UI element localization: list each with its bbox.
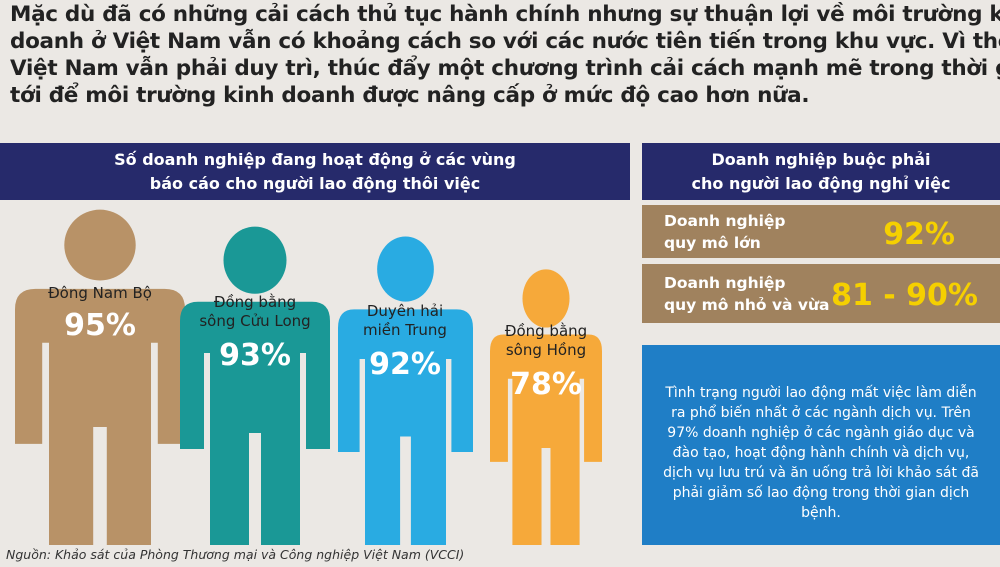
headline: tới để môi trường kinh doanh được nâng c… — [10, 83, 810, 108]
figure-label: Duyên hải — [366, 302, 444, 320]
stat-row: Doanh nghiệp quy mô nhỏ và vừa 81 - 90% — [642, 264, 1000, 323]
headline: doanh ở Việt Nam vẫn có khoảng cách so v… — [10, 29, 1000, 54]
header-line: Doanh nghiệp buộc phải — [711, 150, 931, 169]
person-figure — [338, 237, 473, 545]
row-label: Doanh nghiệp — [664, 274, 786, 292]
header-line: cho người lao động nghỉ việc — [691, 174, 951, 193]
figure-label: sông Hồng — [505, 341, 587, 359]
header-line: báo cáo cho người lao động thôi việc — [149, 174, 481, 193]
figure-label: sông Cửu Long — [199, 312, 311, 330]
figure-value: 78% — [510, 367, 582, 402]
header-line: Số doanh nghiệp đang hoạt động ở các vùn… — [114, 150, 516, 169]
row-label: Doanh nghiệp — [664, 212, 786, 230]
headline: Mặc dù đã có những cải cách thủ tục hành… — [10, 2, 1000, 27]
section-header: Doanh nghiệp buộc phải cho người lao độn… — [642, 143, 1000, 200]
person-figure — [15, 210, 185, 545]
note-box: Tình trạng người lao động mất việc làm d… — [642, 345, 1000, 545]
row-value: 81 - 90% — [831, 278, 978, 313]
row-label: quy mô lớn — [664, 234, 761, 252]
figure-label: miền Trung — [363, 321, 447, 339]
figure-label: Đồng bằng — [504, 322, 588, 340]
row-label: quy mô nhỏ và vừa — [664, 296, 830, 314]
figure-value: 92% — [369, 347, 441, 382]
figure-label: Đồng bằng — [213, 293, 297, 311]
figure-value: 95% — [64, 308, 136, 343]
source: Nguồn: Khảo sát của Phòng Thương mại và … — [6, 547, 465, 562]
headline: Việt Nam vẫn phải duy trì, thúc đẩy một … — [10, 56, 1000, 81]
section-header: Số doanh nghiệp đang hoạt động ở các vùn… — [0, 143, 630, 200]
figure-label: Đông Nam Bộ — [48, 284, 152, 302]
person-figure — [490, 269, 602, 545]
person-figure — [180, 227, 330, 545]
figure-value: 93% — [219, 338, 291, 373]
row-value: 92% — [883, 217, 955, 252]
stat-row: Doanh nghiệp quy mô lớn 92% — [642, 205, 1000, 258]
